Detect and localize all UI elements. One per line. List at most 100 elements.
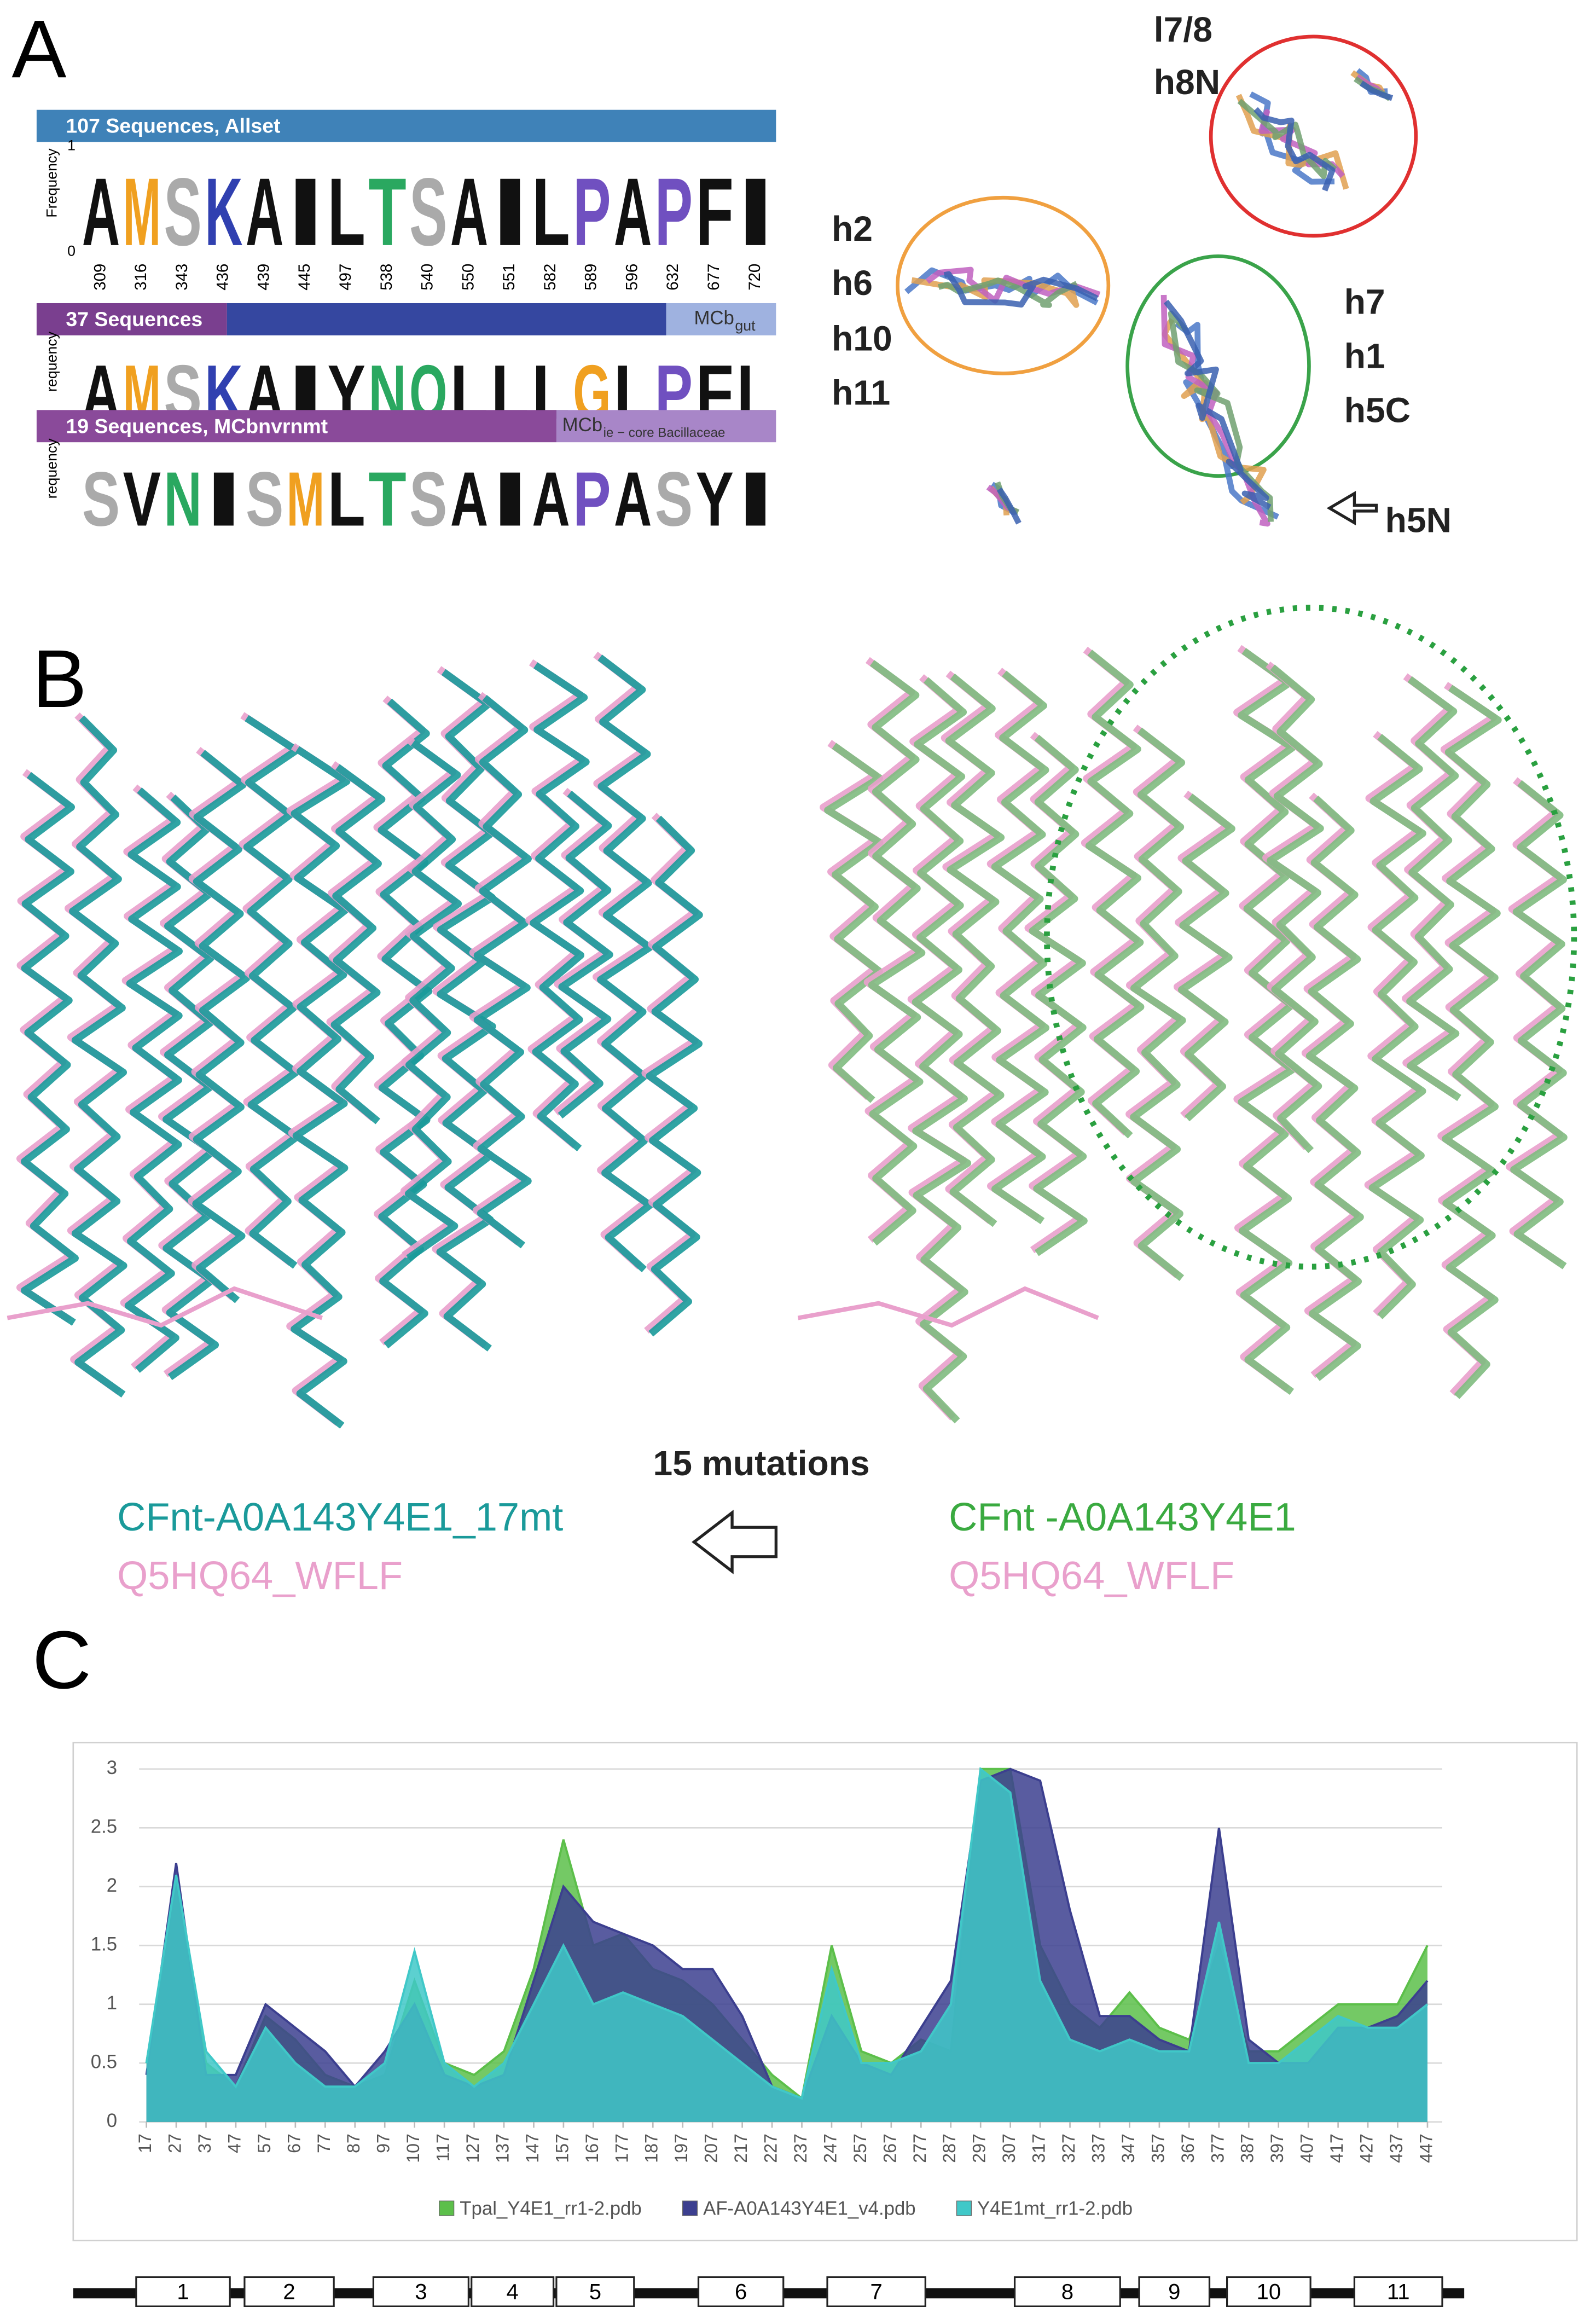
backbone-trace bbox=[1177, 793, 1235, 1122]
backbone-trace bbox=[820, 740, 879, 1100]
panel-label: B bbox=[32, 633, 87, 724]
structure-trace bbox=[1253, 107, 1336, 192]
y-tick-label: 2 bbox=[107, 1875, 117, 1896]
legend-swatch bbox=[439, 2200, 455, 2216]
x-tick-label: 377 bbox=[1208, 2134, 1227, 2163]
x-tick-label: 37 bbox=[195, 2134, 214, 2153]
backbone-trace bbox=[1029, 734, 1088, 1256]
helix-number: 11 bbox=[1387, 2279, 1410, 2304]
x-tick-label: 17 bbox=[135, 2134, 155, 2153]
logo-position: 538 bbox=[378, 264, 396, 291]
x-tick-label: 217 bbox=[731, 2134, 751, 2163]
backbone-trace bbox=[1233, 645, 1292, 1392]
backbone-trace bbox=[945, 673, 1005, 1227]
backbone-trace bbox=[291, 746, 351, 1429]
helix-number: 4 bbox=[506, 2279, 518, 2304]
backbone-trace bbox=[1506, 777, 1563, 1267]
header-tag: MCb bbox=[562, 415, 602, 436]
helix-number: 3 bbox=[415, 2279, 427, 2304]
x-tick-label: 387 bbox=[1238, 2134, 1257, 2163]
backbone-trace bbox=[558, 791, 613, 1119]
logo-letter: S bbox=[655, 456, 693, 542]
header-bar bbox=[666, 303, 776, 335]
x-tick-label: 427 bbox=[1357, 2134, 1377, 2163]
helix-number: 2 bbox=[283, 2279, 295, 2304]
legend-label: AF-A0A143Y4E1_v4.pdb bbox=[703, 2198, 915, 2219]
helix-box bbox=[471, 2276, 555, 2307]
structure-trace bbox=[938, 277, 1078, 308]
x-tick-label: 207 bbox=[701, 2134, 721, 2163]
header-bar bbox=[556, 410, 776, 443]
helix-number: 1 bbox=[177, 2279, 189, 2304]
helix-label: h8N bbox=[1154, 62, 1220, 102]
header-text: 19 Sequences, MCbnvrnmt bbox=[66, 414, 328, 437]
helix-label: h1 bbox=[1344, 337, 1385, 376]
x-tick-label: 187 bbox=[642, 2134, 661, 2163]
x-tick-label: 147 bbox=[523, 2134, 542, 2163]
helix-box bbox=[1353, 2276, 1443, 2307]
x-tick-label: 107 bbox=[403, 2134, 423, 2163]
structure-trace bbox=[996, 487, 1022, 525]
structure-trace bbox=[943, 271, 1099, 308]
structure-trace bbox=[1163, 299, 1272, 510]
x-tick-label: 347 bbox=[1118, 2134, 1138, 2163]
x-tick-label: 77 bbox=[314, 2134, 334, 2153]
helix-box bbox=[243, 2276, 335, 2307]
logo-letter: A bbox=[246, 158, 283, 266]
logo-letter: T bbox=[368, 456, 406, 542]
header-bar bbox=[36, 303, 227, 335]
helix-number: 6 bbox=[735, 2279, 747, 2304]
header-tag-sub: ie − core Bacillaceae bbox=[603, 425, 726, 440]
backbone-trace bbox=[21, 772, 79, 1326]
logo-y-tick: 1 bbox=[67, 137, 76, 154]
legend-right-1: CFnt -A0A143Y4E1 bbox=[949, 1496, 1296, 1539]
helix-number: 8 bbox=[1061, 2279, 1073, 2304]
logo-letter: L bbox=[532, 158, 570, 266]
backbone-trace bbox=[436, 669, 496, 1352]
x-tick-label: 407 bbox=[1297, 2134, 1317, 2163]
legend-label: Tpal_Y4E1_rr1-2.pdb bbox=[460, 2198, 641, 2219]
logo-position: 550 bbox=[459, 264, 477, 291]
legend-swatch bbox=[956, 2200, 972, 2216]
legend-label: Y4E1mt_rr1-2.pdb bbox=[977, 2198, 1133, 2219]
header-tag-sub: gut bbox=[735, 317, 756, 334]
panel-label: C bbox=[32, 1614, 91, 1706]
area-fill bbox=[146, 1769, 1427, 2122]
backbone-trace bbox=[597, 654, 654, 1273]
helix-label: h5N bbox=[1385, 500, 1452, 540]
backbone-trace bbox=[1267, 664, 1324, 1154]
hollow-arrow bbox=[1326, 491, 1378, 526]
logo-letter: L bbox=[328, 456, 365, 542]
header-bar bbox=[227, 303, 666, 335]
panel-label: A bbox=[11, 3, 66, 95]
logo-letter: T bbox=[368, 158, 406, 266]
y-tick-label: 3 bbox=[107, 1758, 117, 1778]
x-tick-label: 157 bbox=[552, 2134, 572, 2163]
helix-number: 5 bbox=[589, 2279, 601, 2304]
x-tick-label: 267 bbox=[880, 2134, 899, 2163]
x-tick-label: 447 bbox=[1416, 2134, 1436, 2163]
y-tick-label: 0 bbox=[107, 2111, 117, 2131]
logo-letter: F bbox=[695, 158, 733, 266]
logo-letter: Y bbox=[695, 456, 733, 542]
x-tick-label: 67 bbox=[284, 2134, 304, 2153]
backbone-trace bbox=[124, 787, 183, 1373]
legend-left-1: CFnt-A0A143Y4E1_17mt bbox=[117, 1496, 563, 1539]
helix-box bbox=[697, 2276, 785, 2307]
backbone-tail bbox=[7, 1286, 323, 1328]
helix-box bbox=[1226, 2276, 1311, 2307]
backbone-trace bbox=[593, 651, 649, 1270]
header-bar bbox=[36, 109, 776, 142]
logo-letter: A bbox=[532, 456, 570, 542]
y-tick-label: 2.5 bbox=[91, 1816, 117, 1837]
mutation-label: 15 mutations bbox=[653, 1444, 870, 1483]
logo-letter: S bbox=[164, 158, 201, 266]
x-tick-label: 97 bbox=[374, 2134, 393, 2153]
logo-position: 439 bbox=[254, 264, 272, 291]
backbone-trace bbox=[404, 739, 462, 1261]
cluster-outline bbox=[896, 195, 1111, 375]
logo-position: 677 bbox=[705, 264, 723, 291]
logo-letter: I bbox=[736, 158, 774, 266]
x-tick-label: 367 bbox=[1178, 2134, 1198, 2163]
logo-letter: A bbox=[450, 456, 488, 542]
